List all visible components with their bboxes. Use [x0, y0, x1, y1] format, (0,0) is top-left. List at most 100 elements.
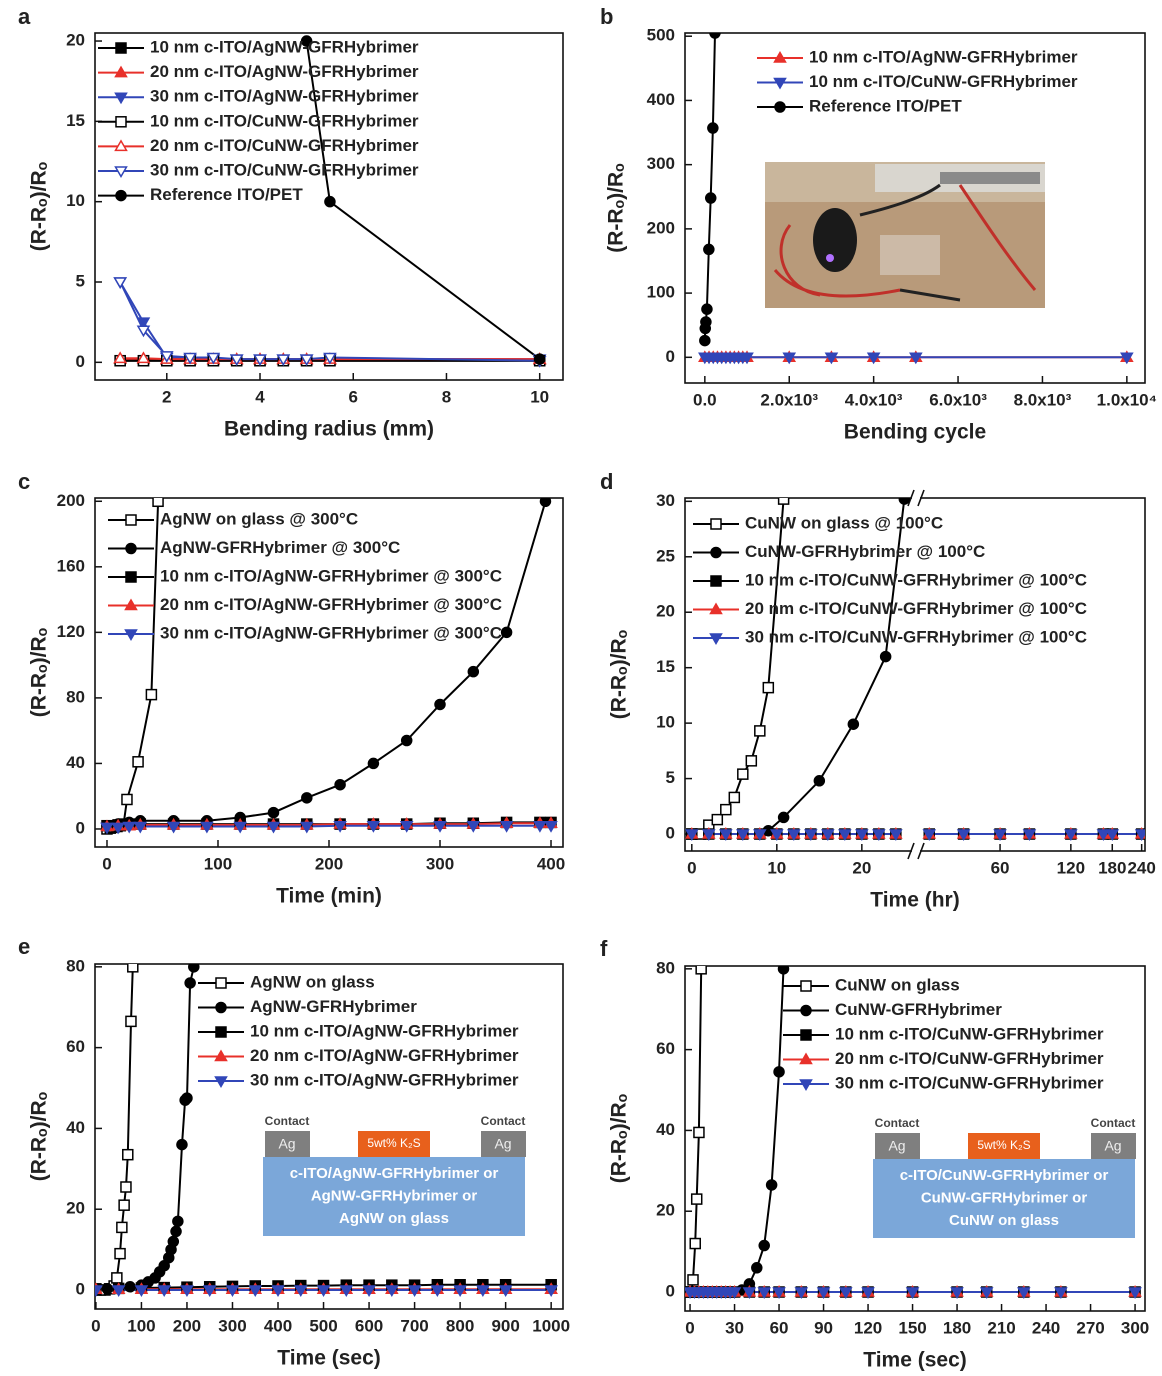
x-axis-label: Time (sec) [863, 1349, 967, 1372]
data-point [399, 820, 414, 833]
legend-marker [709, 602, 723, 615]
x-tick-label: 400 [537, 854, 565, 873]
electrode [265, 1131, 310, 1157]
x-tick-label: 4.0x10³ [845, 390, 903, 409]
y-axis-label: (R-Rₒ)/Rₒ [608, 1093, 631, 1183]
data-point [772, 1287, 786, 1300]
data-point [544, 1285, 558, 1298]
x-tick-label: 100 [127, 1316, 155, 1335]
data-point [113, 351, 127, 364]
drop-label: 5wt% K₂S [977, 1138, 1030, 1152]
drop-label: 5wt% K₂S [367, 1136, 420, 1150]
legend-label: 10 nm c-ITO/AgNW-GFRHybrimer @ 300°C [160, 566, 502, 585]
data-point [324, 195, 336, 208]
y-tick-label: 100 [647, 283, 675, 302]
data-point [499, 820, 514, 833]
panel-label: e [18, 934, 30, 959]
data-point [300, 35, 313, 47]
electrode [481, 1131, 526, 1157]
data-point [114, 1247, 126, 1260]
data-point [267, 806, 280, 819]
legend-marker [710, 575, 722, 587]
panel: b Bending cycle (R-Rₒ)/Rₒ 0.0 2.0x10³ 4.0x10³… [600, 4, 1157, 444]
film-label: c-ITO/AgNW-GFRHybrimer or [290, 1165, 499, 1182]
legend-marker [214, 1049, 228, 1062]
photo-cables [859, 183, 961, 302]
data-point [701, 303, 713, 315]
data-point [773, 1066, 785, 1078]
legend-marker [214, 1076, 228, 1088]
legend-marker [125, 514, 137, 526]
x-tick-label: 1.0x10⁴ [1097, 390, 1157, 409]
data-point [736, 829, 750, 842]
data-point [685, 829, 699, 842]
data-point [533, 820, 547, 833]
x-tick-label: 800 [446, 1316, 474, 1335]
data-point [872, 829, 886, 842]
data-point [333, 820, 347, 833]
legend-label: 10 nm c-ITO/AgNW-GFRHybrimer [150, 37, 419, 56]
data-point [159, 351, 174, 363]
y-axis-label: (R-Rₒ)/Rₒ [28, 1091, 51, 1181]
data-point [544, 820, 558, 833]
legend-label: 10 nm c-ITO/CuNW-GFRHybrimer [150, 111, 419, 130]
data-point [745, 755, 758, 767]
panel-label: b [600, 4, 613, 29]
data-point [737, 768, 749, 780]
data-point [181, 1092, 193, 1104]
x-axis-label: Time (hr) [870, 889, 959, 912]
photo-led [826, 254, 834, 262]
data-point [122, 1148, 134, 1161]
x-tick-label: 150 [898, 1318, 926, 1337]
contact-label: Contact [265, 1114, 310, 1128]
data-point [407, 1285, 422, 1298]
data-point [707, 122, 719, 134]
x-tick-label: 240 [1127, 858, 1155, 877]
legend-marker [800, 1029, 812, 1041]
electrode-label: Ag [888, 1138, 905, 1154]
data-point [225, 1285, 240, 1298]
y-tick-label: 20 [66, 1199, 85, 1218]
data-point [229, 354, 244, 367]
data-point [100, 822, 114, 835]
legend-marker [125, 542, 137, 555]
data-point [157, 1285, 171, 1298]
x-tick-label: 500 [309, 1316, 337, 1335]
x-tick-label: 0 [685, 1318, 694, 1337]
y-tick-label: 0 [666, 347, 675, 366]
data-point [695, 966, 707, 975]
legend-label: 20 nm c-ITO/CuNW-GFRHybrimer [835, 1049, 1104, 1068]
data-point [740, 352, 754, 365]
y-tick-label: 80 [656, 958, 675, 977]
legend-marker [114, 166, 128, 178]
data-point [866, 352, 881, 365]
legend-label: AgNW on glass [250, 972, 375, 991]
y-tick-label: 0 [76, 1279, 85, 1298]
data-point [498, 1285, 513, 1298]
x-tick-label: 8 [442, 387, 451, 406]
x-tick-label: 900 [491, 1316, 519, 1335]
legend: 10 nm c-ITO/AgNW-GFRHybrimer 20 nm c-ITO/… [98, 37, 419, 204]
data-point [751, 1262, 763, 1274]
y-tick-label: 400 [647, 90, 675, 109]
data-point [366, 820, 381, 833]
legend-marker [774, 101, 786, 113]
data-point [838, 1287, 853, 1300]
y-tick-label: 0 [76, 818, 85, 837]
data-point [1096, 829, 1111, 842]
electrode [875, 1133, 920, 1159]
data-point [434, 698, 446, 711]
legend-marker [125, 571, 137, 583]
x-axis-label: Time (min) [276, 885, 382, 908]
legend-marker [799, 1079, 813, 1091]
legend-label: 20 nm c-ITO/CuNW-GFRHybrimer [150, 136, 419, 155]
data-point [136, 351, 151, 364]
plot-area [113, 35, 547, 368]
photo-ports [940, 172, 1040, 184]
plot-area [685, 498, 1145, 842]
data-point [838, 829, 852, 842]
data-point [700, 316, 712, 328]
axis-break-mark [917, 842, 925, 860]
x-axis-label: Bending radius (mm) [224, 418, 434, 441]
legend: AgNW on glass AgNW-GFRHybrimer 10 nm c-ITO… [198, 972, 519, 1089]
